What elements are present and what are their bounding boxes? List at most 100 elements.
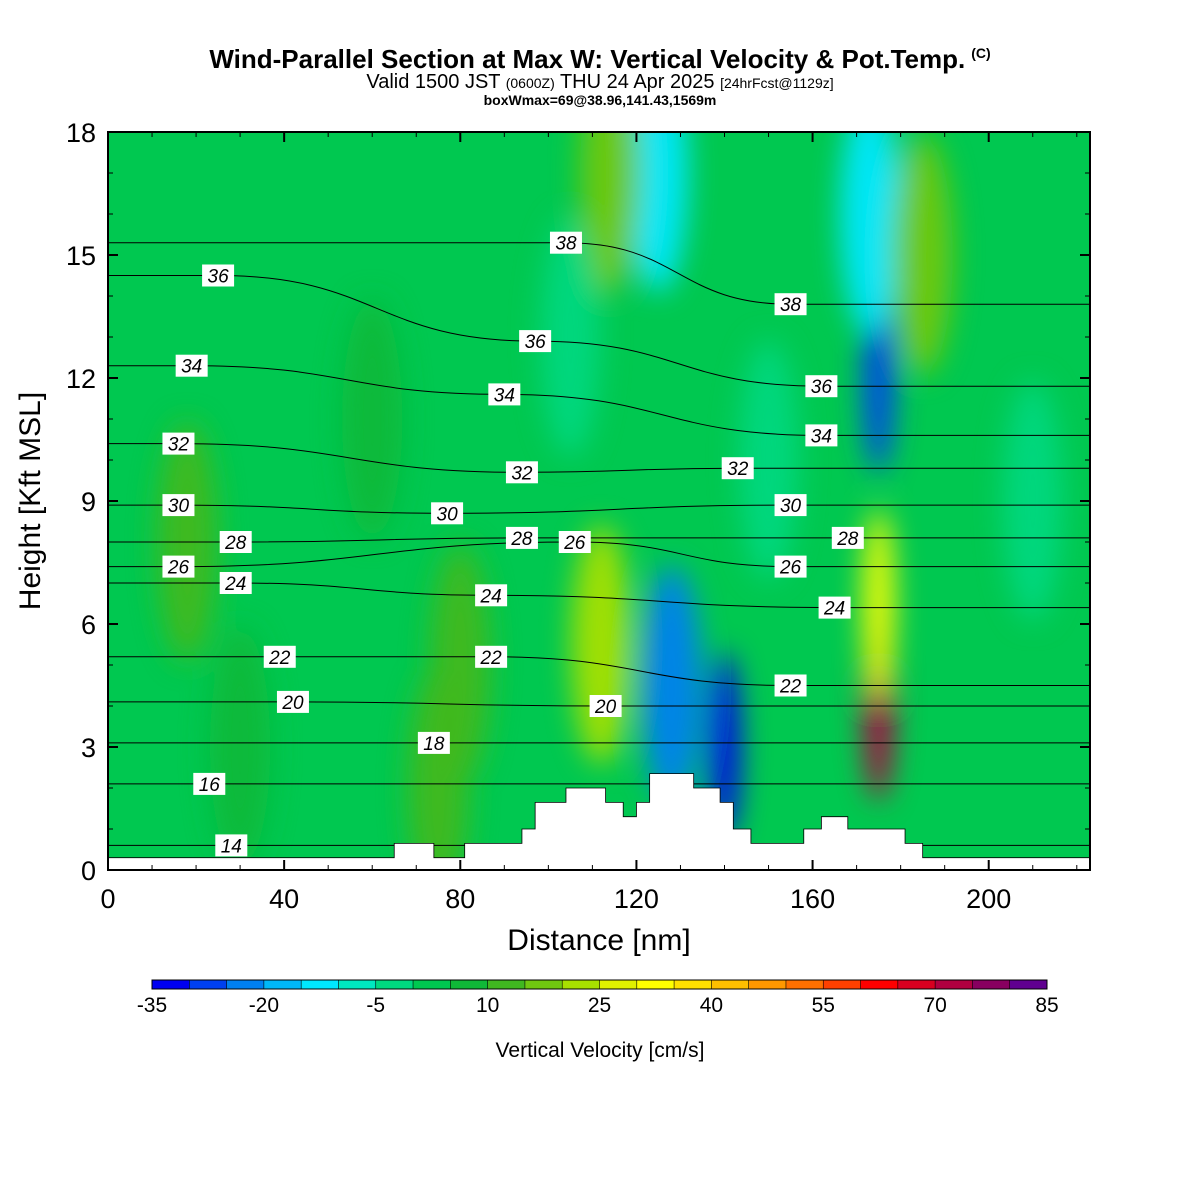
isentrope-label-22: 32 — [721, 457, 754, 480]
isentrope-label-box — [589, 695, 622, 717]
x-axis-label: Distance [nm] — [507, 924, 690, 957]
isentrope-label-10: 24 — [818, 596, 851, 620]
isentrope-label-text: 22 — [268, 648, 291, 669]
isentrope-label-7: 22 — [774, 674, 807, 698]
colorbar-tick-label: -35 — [137, 994, 167, 1017]
isentrope-label-text: 34 — [494, 385, 515, 406]
isentrope-label-box — [263, 645, 296, 668]
isentrope-label-text: 24 — [823, 599, 845, 620]
isentrope-label-box — [215, 834, 248, 857]
y-tick-label: 0 — [81, 856, 96, 886]
isentrope-label-text: 14 — [221, 836, 242, 857]
isentrope-label-box — [431, 502, 464, 525]
colorbar-swatch-4 — [301, 980, 339, 989]
isentrope-label-text: 26 — [167, 558, 190, 579]
colorbar-swatch-0 — [152, 980, 190, 989]
velocity-feature-14 — [210, 627, 271, 867]
isentrope-label-18: 30 — [431, 502, 464, 525]
colorbar-swatch-10 — [524, 980, 563, 989]
isentrope-label-box — [519, 330, 552, 353]
isentrope-label-text: 18 — [423, 734, 445, 755]
isentrope-label-text: 20 — [281, 693, 304, 714]
isentrope-label-text: 24 — [224, 574, 246, 595]
y-tick-label: 18 — [66, 118, 96, 148]
isentrope-label-box — [805, 424, 838, 447]
isentrope-label-text: 38 — [780, 295, 802, 316]
colorbar-swatch-3 — [263, 980, 302, 989]
isentrope-label-box — [162, 555, 195, 578]
isentrope-label-4: 20 — [589, 695, 622, 718]
isentrope-label-17: 30 — [162, 494, 195, 517]
y-tick-label: 12 — [66, 364, 96, 394]
isentrope-label-27: 36 — [519, 330, 552, 353]
x-tick-label: 200 — [966, 884, 1011, 914]
velocity-feature-8 — [580, 132, 640, 293]
isentrope-label-box — [774, 494, 807, 517]
isentrope-label-12: 26 — [558, 531, 591, 554]
isentrope-label-text: 28 — [224, 533, 247, 554]
colorbar-swatch-12 — [599, 980, 638, 989]
isentrope-label-0: 14 — [215, 834, 248, 857]
isentrope-label-23: 34 — [175, 354, 208, 378]
colorbar-tick-label: -20 — [249, 994, 279, 1017]
colorbar-swatch-23 — [1009, 980, 1048, 989]
velocity-feature-4 — [641, 565, 702, 806]
valid-utc: (0600Z) — [505, 75, 555, 91]
isentrope-label-9: 24 — [475, 584, 508, 607]
terrain — [107, 773, 1091, 871]
colorbar-tick-label: 40 — [700, 994, 723, 1017]
isentrope-label-text: 30 — [780, 496, 802, 517]
colorbar-swatch-2 — [226, 980, 265, 989]
chart-title: Wind-Parallel Section at Max W: Vertical… — [0, 44, 1200, 75]
colorbar-swatch-7 — [413, 980, 451, 989]
isentrope-22 — [108, 656, 1090, 687]
isentrope-label-16: 28 — [831, 526, 864, 550]
isentrope-label-text: 30 — [168, 496, 190, 517]
isentrope-label-text: 20 — [594, 697, 617, 718]
isentrope-label-box — [162, 432, 195, 455]
colorbar-swatch-17 — [785, 980, 824, 989]
isentrope-label-text: 34 — [811, 426, 832, 447]
isentrope-label-box — [558, 531, 591, 553]
isentrope-label-box — [505, 526, 538, 549]
velocity-feature-2 — [571, 524, 632, 765]
valid-prefix: Valid 1500 JST — [366, 71, 501, 93]
isentrope-label-box — [505, 461, 538, 484]
colorbar-tick-label: 85 — [1035, 994, 1058, 1017]
isentrope-label-box — [276, 690, 309, 713]
colorbar-swatch-6 — [375, 980, 414, 989]
valid-date: THU 24 Apr 2025 — [559, 71, 715, 93]
isentrope-label-text: 36 — [525, 332, 547, 353]
isentrope-label-box — [774, 555, 807, 578]
isentrope-label-box — [417, 731, 450, 754]
velocity-feature-1 — [862, 508, 895, 699]
isentrope-20 — [108, 701, 1090, 707]
isentrope-label-25: 34 — [805, 424, 838, 447]
isentrope-label-text: 16 — [199, 775, 221, 796]
isentrope-label-15: 28 — [505, 526, 538, 550]
colorbar-swatch-15 — [711, 980, 750, 989]
isentrope-label-text: 38 — [555, 234, 577, 255]
box-max-info: boxWmax=69@38.96,141.43,1569m — [483, 92, 717, 108]
terrain-profile — [107, 773, 1091, 871]
isentrope-38 — [108, 242, 1090, 305]
isentrope-label-21: 32 — [505, 461, 538, 484]
isentrope-label-2: 18 — [417, 731, 450, 755]
isentrope-label-30: 38 — [774, 293, 807, 316]
isentrope-label-20: 32 — [162, 432, 195, 456]
forecast-info: [24hrFcst@1129z] — [720, 75, 834, 91]
y-tick-label: 3 — [81, 733, 96, 763]
y-tick-label: 9 — [81, 487, 96, 517]
isentrope-label-text: 22 — [779, 677, 802, 698]
isentrope-label-text: 30 — [437, 504, 459, 525]
x-tick-label: 40 — [269, 884, 299, 914]
velocity-feature-6 — [839, 132, 900, 334]
velocity-feature-15 — [540, 217, 601, 457]
isentrope-label-24: 34 — [488, 383, 521, 406]
isentrope-label-text: 28 — [836, 529, 859, 550]
x-tick-label: 0 — [100, 884, 115, 914]
colorbar: -35 -20 -5 10 25 40 55 70 85 — [137, 979, 1059, 1017]
isentrope-label-26: 36 — [202, 264, 235, 288]
